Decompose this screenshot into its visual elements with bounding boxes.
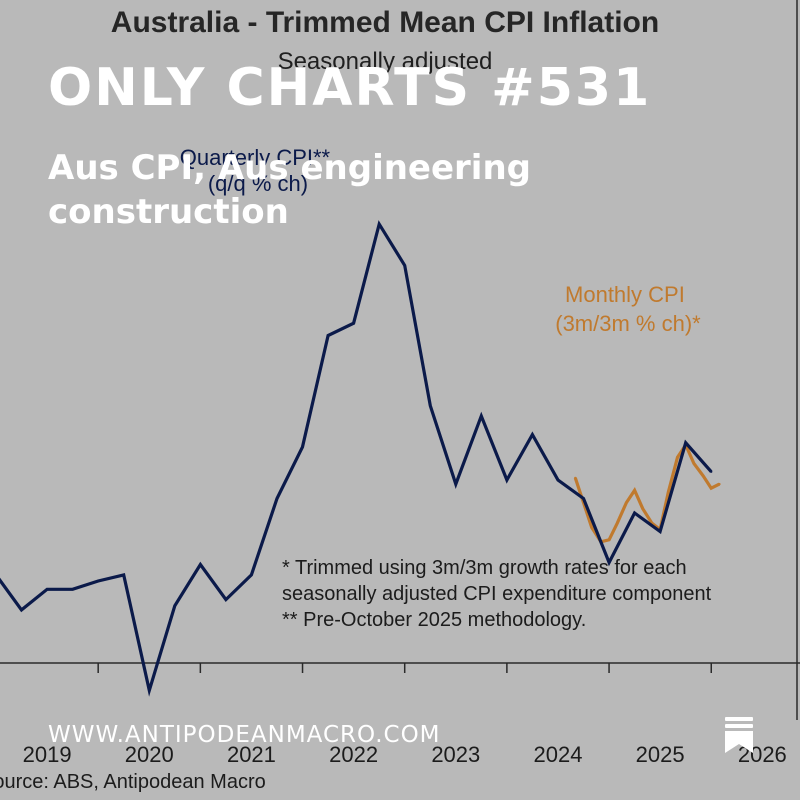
- quarterly-cpi-point: [326, 334, 330, 337]
- monthly-cpi-point: [625, 501, 628, 504]
- monthly-series-label: Monthly CPI (3m/3m % ch)*: [555, 282, 701, 336]
- monthly-cpi-point: [590, 526, 593, 529]
- quarterly-cpi-point: [199, 563, 202, 566]
- quarterly-cpi-point: [71, 588, 74, 591]
- quarterly-cpi-point: [173, 604, 176, 607]
- quarterly-cpi-point: [556, 478, 560, 482]
- monthly-cpi-point: [676, 456, 679, 459]
- quarterly-cpi-point: [658, 530, 662, 533]
- quarterly-cpi-point: [582, 497, 585, 500]
- website-watermark[interactable]: WWW.ANTIPODEANMACRO.COM: [48, 722, 441, 748]
- monthly-cpi-point: [667, 491, 670, 494]
- x-tick-label: 2023: [431, 742, 480, 767]
- quarterly-cpi-point: [607, 561, 611, 564]
- quarterly-cpi-point: [148, 689, 151, 692]
- footnote-line-1: * Trimmed using 3m/3m growth rates for e…: [282, 557, 687, 579]
- bookmark-icon[interactable]: [722, 716, 756, 754]
- footnote-line-2: seasonally adjusted CPI expenditure comp…: [282, 583, 712, 605]
- chart-title: Australia - Trimmed Mean CPI Inflation: [111, 6, 659, 39]
- quarterly-cpi-point: [531, 433, 534, 436]
- x-axis-ticks: 2019 2020 2021 2022 2023 2024 2025 2026: [23, 663, 787, 767]
- series-layer: [0, 220, 721, 697]
- source-note: Source: ABS, Antipodean Macro: [0, 771, 266, 793]
- quarterly-cpi-point: [633, 511, 636, 515]
- quarterly-cpi-point: [301, 445, 304, 449]
- footnote-line-3: ** Pre-October 2025 methodology.: [282, 609, 586, 631]
- quarterly-cpi-point: [250, 573, 253, 577]
- monthly-cpi-point: [607, 538, 611, 541]
- monthly-cpi-point: [718, 482, 721, 486]
- quarterly-cpi-point: [684, 441, 687, 444]
- quarterly-cpi-point: [403, 264, 406, 267]
- monthly-cpi-point: [574, 476, 577, 480]
- quarterly-cpi-point: [378, 222, 381, 226]
- x-tick-label: 2019: [23, 742, 72, 767]
- quarterly-cpi-point: [429, 404, 432, 407]
- monthly-cpi-point: [710, 487, 713, 490]
- x-tick-label: 2024: [533, 742, 582, 767]
- overlay-subtitle: Aus CPI, Aus engineering construction: [48, 148, 532, 232]
- x-tick-label: 2025: [636, 742, 685, 767]
- monthly-cpi-point: [692, 462, 696, 465]
- quarterly-cpi-point: [480, 414, 483, 418]
- quarterly-cpi-point: [710, 470, 713, 473]
- quarterly-cpi-point: [20, 608, 23, 612]
- quarterly-cpi-point: [352, 322, 355, 325]
- monthly-cpi-point: [616, 522, 619, 525]
- chart-subtitle: Seasonally adjusted: [278, 48, 493, 75]
- x-tick-label: 2022: [329, 742, 378, 767]
- quarterly-series-label: Quarterly CPI** (q/q % ch): [180, 145, 337, 196]
- quarterly-cpi-point: [45, 588, 49, 591]
- quarterly-cpi-point: [122, 573, 125, 577]
- quarterly-cpi-point: [275, 497, 279, 500]
- monthly-cpi-line: [573, 441, 721, 544]
- x-tick-label: 2020: [125, 742, 174, 767]
- monthly-cpi-point: [701, 474, 705, 477]
- overlay-title: ONLY CHARTS #531: [48, 58, 652, 118]
- monthly-cpi-point: [641, 507, 644, 510]
- quarterly-cpi-point: [505, 478, 509, 482]
- x-tick-label: 2021: [227, 742, 276, 767]
- quarterly-cpi-point: [454, 482, 457, 486]
- quarterly-cpi-point: [97, 579, 100, 583]
- quarterly-cpi-point: [224, 598, 228, 601]
- monthly-cpi-point: [633, 489, 636, 492]
